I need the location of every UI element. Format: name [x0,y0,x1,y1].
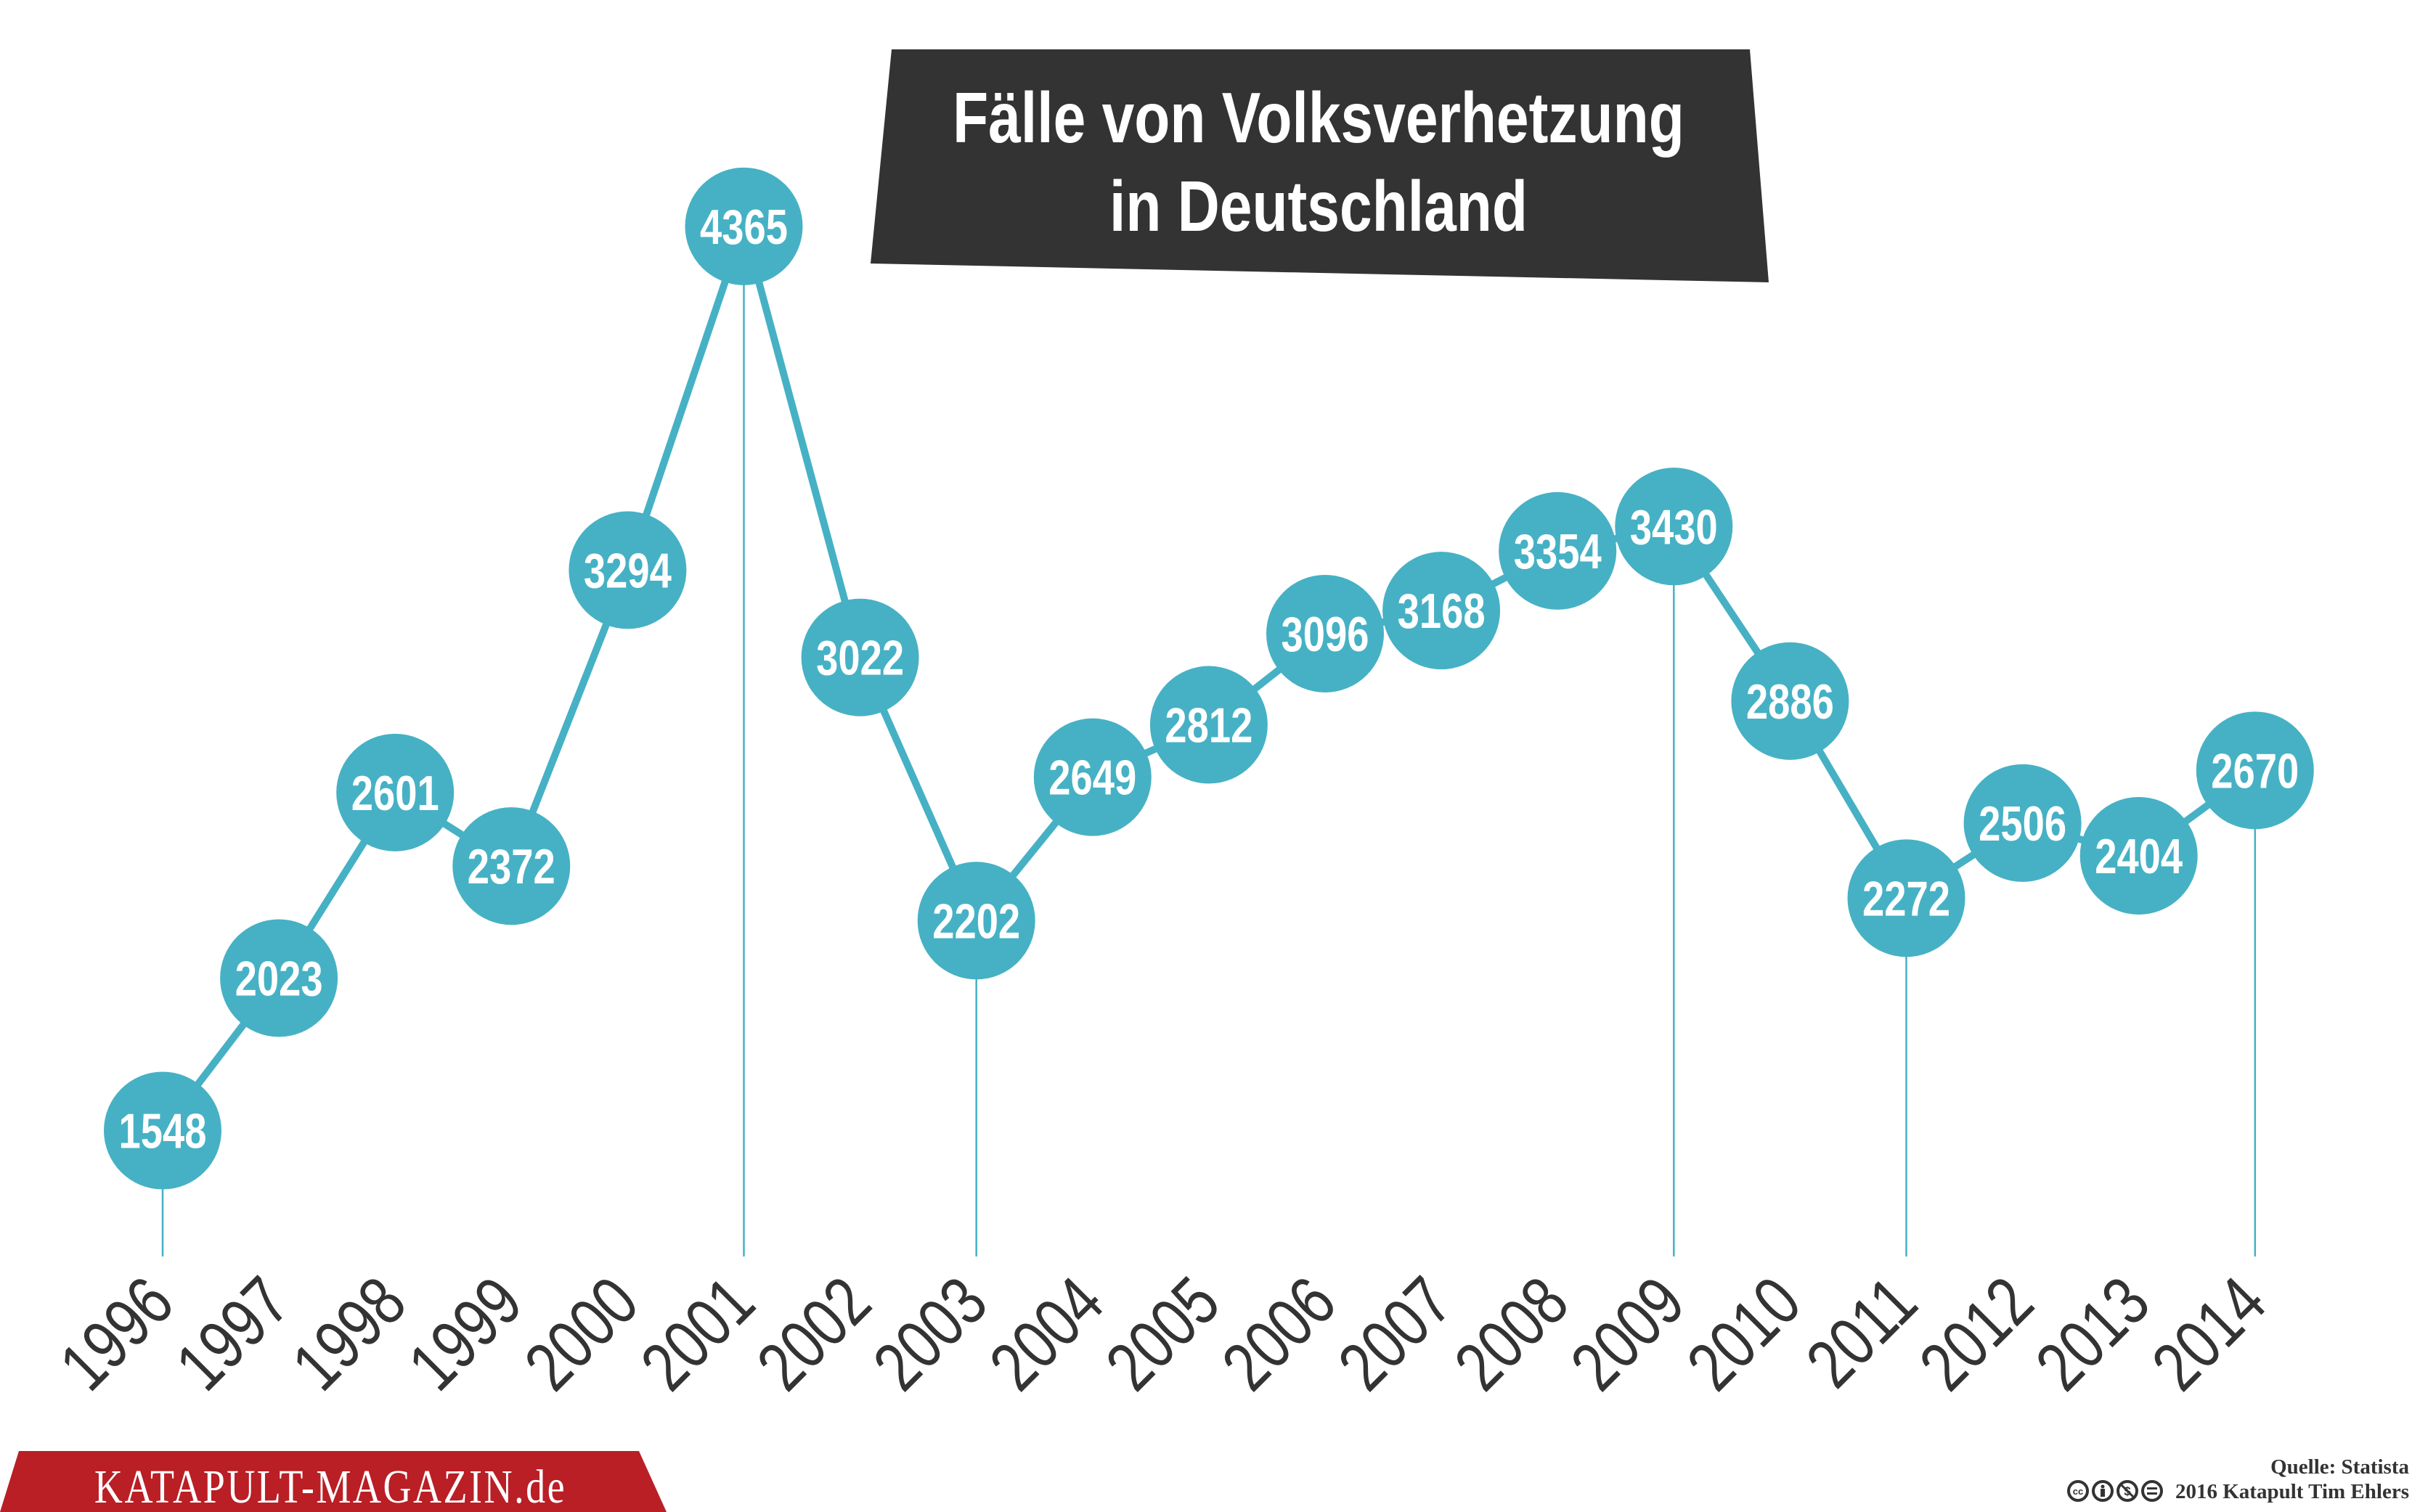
data-label-2012: 2506 [1979,796,2066,851]
data-point-2007 [1382,552,1501,670]
license-icons: cc $ [2067,1480,2163,1502]
data-point-2001 [685,167,803,285]
x-tick-label-2011: 2011 [1792,1262,1932,1402]
x-tick-label-2001: 2001 [627,1262,770,1405]
x-tick-label-2003: 2003 [859,1262,1002,1405]
nd-icon [2141,1480,2163,1502]
title-banner [871,49,1769,282]
x-tick-label-2014: 2014 [2138,1262,2281,1405]
data-point-2013 [2079,796,2198,915]
data-label-2001: 4365 [700,200,788,255]
data-point-1997 [220,919,338,1037]
data-point-2005 [1149,666,1268,784]
logo-banner [0,1451,667,1512]
data-point-2000 [569,511,687,629]
data-label-2010: 2886 [1746,674,1834,730]
x-tick-label-1997: 1997 [161,1262,304,1405]
data-point-2006 [1266,574,1384,692]
x-tick-label-1999: 1999 [394,1262,537,1405]
cc-icon: cc [2067,1480,2089,1502]
x-tick-label-2005: 2005 [1091,1262,1234,1405]
svg-text:cc: cc [2073,1486,2083,1497]
data-label-2011: 2272 [1862,872,1950,927]
data-point-2003 [917,862,1035,980]
copyright-text: 2016 Katapult Tim Ehlers [2175,1480,2409,1503]
svg-text:$: $ [2124,1484,2131,1498]
data-label-2008: 3354 [1514,524,1602,579]
x-tick-label-2008: 2008 [1440,1262,1583,1405]
data-label-1996: 1548 [119,1104,207,1159]
data-label-2007: 3168 [1398,584,1486,639]
x-tick-label-2010: 2010 [1673,1262,1816,1405]
data-point-2014 [2196,711,2314,830]
data-point-1998 [336,733,455,851]
data-point-2002 [801,598,919,716]
x-tick-label-2006: 2006 [1207,1262,1350,1405]
data-label-2004: 2649 [1048,751,1136,806]
data-point-2011 [1847,839,1965,957]
logo-text: KATAPULT-MAGAZIN.de [94,1460,566,1512]
data-point-2012 [1963,764,2082,882]
data-label-2014: 2670 [2211,744,2299,799]
data-label-2006: 3096 [1282,607,1369,662]
data-label-1999: 2372 [468,839,555,894]
x-tick-label-2013: 2013 [2021,1262,2164,1405]
x-tick-label-2007: 2007 [1324,1262,1467,1405]
data-label-2000: 3294 [584,544,672,599]
data-label-2003: 2202 [932,894,1020,949]
x-tick-label-2002: 2002 [743,1262,886,1405]
data-point-1996 [104,1071,221,1190]
data-label-1998: 2601 [351,766,439,821]
data-label-2009: 3430 [1630,500,1718,555]
data-point-2010 [1731,642,1849,760]
data-label-1997: 2023 [235,952,323,1007]
x-tick-label-2009: 2009 [1557,1262,1700,1405]
data-label-2002: 3022 [816,631,904,686]
data-point-2004 [1033,718,1152,836]
x-tick-label-1998: 1998 [277,1262,420,1405]
data-label-2013: 2404 [2095,829,2183,884]
data-point-2008 [1499,491,1617,610]
nc-icon: $ [2117,1480,2138,1502]
x-tick-label-2012: 2012 [1905,1262,2048,1405]
chart-title-line-2: in Deutschland [1109,166,1528,245]
data-point-1999 [452,807,571,925]
data-point-2009 [1615,467,1733,586]
chart-title-line-1: Fälle von Volksverhetzung [953,78,1684,157]
data-label-2005: 2812 [1165,698,1252,753]
source-text: Quelle: Statista [2270,1455,2409,1479]
x-tick-label-2000: 2000 [510,1262,653,1405]
x-tick-label-1996: 1996 [45,1262,188,1405]
by-icon [2092,1480,2114,1502]
x-tick-label-2004: 2004 [975,1262,1118,1405]
